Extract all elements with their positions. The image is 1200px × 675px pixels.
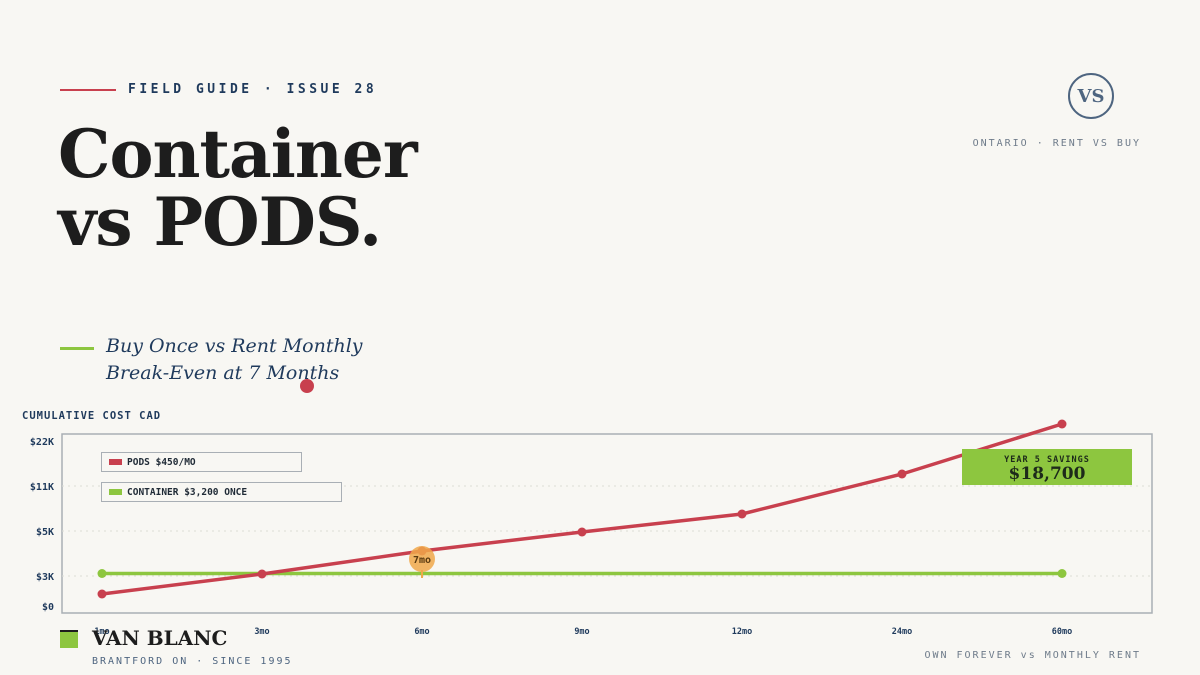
data-point-container [97,569,107,578]
legend-item-pods: PODS $450/MO [101,452,302,472]
series-line-pods [100,422,1064,596]
savings-callout: YEAR 5 SAVINGS $18,700 [962,449,1132,485]
brand-tagline: BRANTFORD ON · SINCE 1995 [92,656,293,667]
subtitle-line-1: Buy Once vs Rent Monthly [106,335,363,357]
accent-dot [300,379,314,393]
region-label: ONTARIO · RENT VS BUY [972,138,1141,149]
legend-label-container: CONTAINER $3,200 ONCE [127,486,248,498]
data-point-container [1057,569,1067,578]
vs-badge: VS [1068,73,1114,119]
subtitle-line-2: Break-Even at 7 Months [106,362,340,384]
x-tick-label: 3mo [254,627,269,637]
savings-value: $18,700 [1008,464,1086,484]
y-tick-label: $0 [42,602,54,613]
page-title: Container vs PODS. [58,120,418,256]
footer-note: OWN FOREVER vs MONTHLY RENT [924,650,1141,661]
x-tick-label: 1mo [94,627,109,637]
title-line-1: Container [58,115,418,193]
kicker-text: FIELD GUIDE · ISSUE 28 [128,82,378,97]
brand-name: VAN BLANC [92,626,228,650]
x-tick-label: 9mo [574,627,589,637]
break-even-marker [409,546,435,572]
brand-logo-mark [60,630,78,648]
data-point-pods [1057,419,1067,429]
y-tick-label: $3K [36,572,54,583]
y-tick-label: $11K [30,482,54,493]
kicker: FIELD GUIDE · ISSUE 28 [60,82,377,97]
break-even-label: 7mo [413,555,431,566]
data-point-pods [97,589,107,599]
title-line-2: vs PODS. [58,183,382,261]
x-tick-label: 24mo [892,627,912,637]
subtitle: Buy Once vs Rent Monthly Break-Even at 7… [106,333,363,387]
x-tick-label: 12mo [732,627,752,637]
y-tick-label: $5K [36,527,54,538]
legend-item-container: CONTAINER $3,200 ONCE [101,482,342,502]
data-point-pods [897,469,907,479]
y-axis-title: CUMULATIVE COST CAD [22,410,162,422]
data-point-pods [257,569,267,579]
legend-swatch-pods [109,459,122,465]
legend-swatch-container [109,489,122,495]
kicker-rule [60,88,116,91]
plot-frame [61,433,1153,614]
savings-label: YEAR 5 SAVINGS [1004,455,1090,465]
data-point-pods [737,509,747,519]
x-tick-label: 6mo [414,627,429,637]
legend-label-pods: PODS $450/MO [127,456,196,468]
data-point-pods [577,527,587,537]
y-tick-label: $22K [30,437,54,448]
x-tick-label: 60mo [1052,627,1072,637]
subtitle-rule [60,347,94,350]
